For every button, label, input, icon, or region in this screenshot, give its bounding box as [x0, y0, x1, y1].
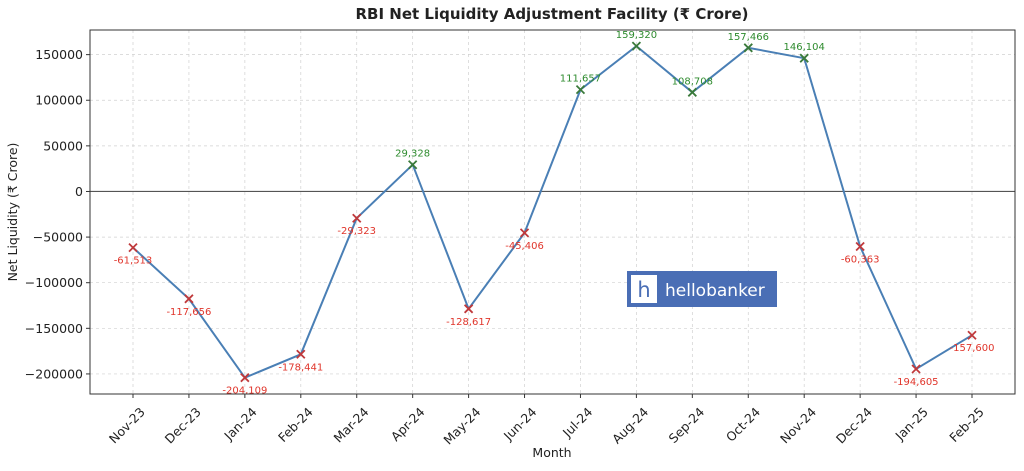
data-labels: -61,513 -117,656 -204,109 -178,441 -29,323 29…	[114, 30, 995, 397]
data-markers	[128, 41, 977, 383]
data-marker-stroke	[855, 241, 865, 252]
data-label: -61,513	[114, 256, 153, 267]
data-label: -29,323	[337, 226, 376, 237]
x-tick-label: Jun-24	[500, 404, 540, 444]
data-label: -60,363	[841, 255, 880, 266]
data-marker	[128, 242, 138, 253]
data-marker	[687, 87, 697, 97]
x-tick-label: Aug-24	[609, 404, 651, 446]
data-marker-stroke	[631, 41, 642, 51]
data-label: 108,708	[672, 76, 713, 87]
data-marker	[799, 53, 809, 63]
data-label: -45,406	[505, 241, 544, 252]
watermark-logo: h hellobanker	[627, 271, 777, 307]
data-label: -178,441	[278, 362, 323, 373]
series-line	[132, 44, 973, 379]
data-label: 159,320	[616, 30, 657, 41]
x-tick-label: Feb-24	[275, 404, 316, 445]
data-marker-stroke	[687, 87, 697, 97]
data-label: 111,657	[560, 74, 601, 85]
y-tick-label: 0	[75, 184, 83, 199]
data-marker-stroke	[128, 242, 138, 253]
data-marker-stroke	[911, 364, 921, 374]
data-label: 29,328	[395, 149, 430, 160]
x-tick-label: Mar-24	[330, 404, 371, 445]
x-tick-label: Dec-23	[162, 404, 204, 446]
data-marker-stroke	[296, 349, 306, 359]
data-marker	[743, 43, 753, 53]
data-marker-stroke	[352, 213, 362, 223]
plot-frame	[89, 29, 1016, 395]
data-marker	[408, 160, 418, 170]
x-axis-ticks: Nov-23 Dec-23 Jan-24 Feb-24 Mar-24 Apr-24 May-…	[106, 394, 987, 447]
data-marker	[575, 84, 586, 95]
y-tick-label: −150000	[25, 321, 83, 336]
x-tick-label: Nov-23	[106, 404, 148, 446]
x-tick-label: Nov-24	[777, 404, 819, 446]
y-tick-label: −200000	[25, 366, 83, 381]
data-marker-stroke	[463, 304, 474, 314]
grid	[90, 30, 1015, 394]
x-tick-label: Jul-24	[559, 404, 595, 440]
data-marker-stroke	[967, 330, 977, 340]
x-tick-label: Feb-25	[946, 404, 987, 445]
watermark-text: hellobanker	[665, 281, 765, 301]
x-axis-label: Month	[532, 445, 571, 460]
data-marker	[184, 294, 194, 304]
data-label: -194,605	[894, 377, 939, 388]
y-tick-label: 100000	[35, 93, 83, 108]
data-label: 146,104	[784, 42, 825, 53]
data-label: -128,617	[446, 317, 491, 328]
y-axis-ticks: −200000 −150000 −100000 −50000 0 50000 100000 1…	[25, 47, 90, 381]
y-tick-label: 150000	[35, 47, 83, 62]
y-tick-label: −50000	[33, 230, 83, 245]
data-marker	[911, 364, 921, 374]
x-tick-label: Sep-24	[666, 404, 708, 446]
data-marker	[463, 304, 474, 314]
data-marker-stroke	[519, 228, 530, 238]
data-label: -117,656	[166, 307, 211, 318]
data-label: 157,466	[728, 32, 769, 43]
data-marker-stroke	[799, 53, 809, 63]
x-tick-label: Jan-25	[892, 404, 931, 443]
data-marker	[967, 330, 977, 340]
y-tick-label: −100000	[25, 275, 83, 290]
data-marker	[240, 373, 250, 383]
chart-title: RBI Net Liquidity Adjustment Facility (₹…	[356, 5, 749, 23]
data-marker-stroke	[240, 373, 250, 383]
y-axis-label: Net Liquidity (₹ Crore)	[5, 143, 20, 282]
watermark-glyph: h	[637, 278, 650, 302]
data-marker-stroke	[184, 294, 194, 304]
data-marker	[352, 213, 362, 223]
y-tick-label: 50000	[43, 138, 83, 153]
data-label: -204,109	[222, 386, 267, 397]
x-tick-label: May-24	[440, 404, 483, 447]
data-label: -157,600	[950, 343, 995, 354]
data-marker	[296, 349, 306, 359]
data-marker	[631, 41, 642, 51]
data-marker	[855, 241, 865, 252]
data-marker	[519, 228, 530, 238]
data-marker-stroke	[408, 160, 418, 170]
x-tick-label: Apr-24	[388, 404, 428, 444]
data-marker-stroke	[575, 84, 586, 95]
data-marker-stroke	[743, 43, 753, 53]
x-tick-label: Oct-24	[723, 404, 763, 444]
x-tick-label: Jan-24	[220, 404, 259, 443]
x-tick-label: Dec-24	[833, 404, 875, 446]
